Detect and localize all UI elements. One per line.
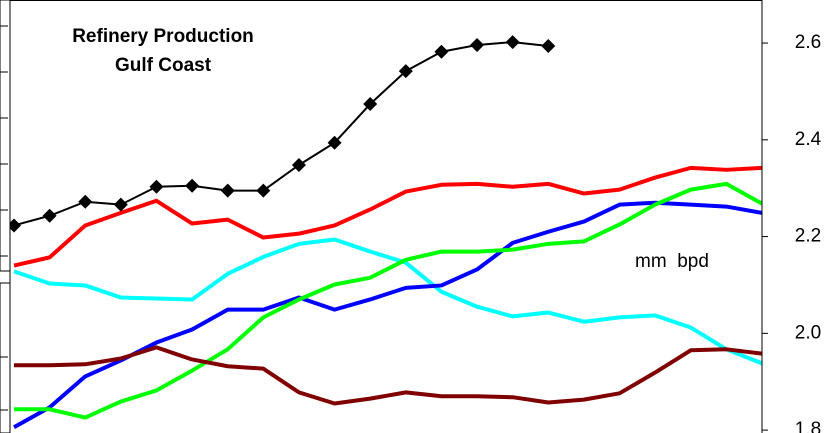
marker — [149, 179, 164, 194]
series-line — [13, 237, 762, 366]
y-tick-label: 2.4 — [795, 129, 822, 150]
series-line — [14, 181, 762, 420]
marker — [291, 157, 306, 172]
y-tick-label: 2.0 — [795, 322, 821, 343]
marker — [541, 38, 556, 53]
marker — [398, 64, 413, 79]
chart-subtitle: Gulf Coast — [115, 55, 212, 76]
marker — [220, 183, 235, 198]
marker — [470, 37, 485, 52]
marker — [505, 35, 520, 50]
marker — [434, 44, 449, 59]
annotation: mm bpd — [635, 251, 709, 272]
marker — [78, 194, 93, 209]
y-tick-label: 2.2 — [795, 226, 821, 247]
marker — [327, 135, 342, 150]
marker — [113, 197, 128, 212]
marker — [363, 97, 378, 112]
marker — [10, 218, 21, 233]
series-line — [13, 41, 549, 227]
series-line — [13, 165, 762, 268]
series-line — [14, 345, 762, 406]
left-remnant — [0, 0, 11, 433]
marker — [256, 183, 271, 198]
y-tick-label: 1.8 — [795, 419, 821, 433]
y-tick-label: 2.6 — [795, 32, 821, 53]
marker — [42, 208, 57, 223]
marker — [185, 178, 200, 193]
chart-title: Refinery Production — [72, 26, 254, 47]
